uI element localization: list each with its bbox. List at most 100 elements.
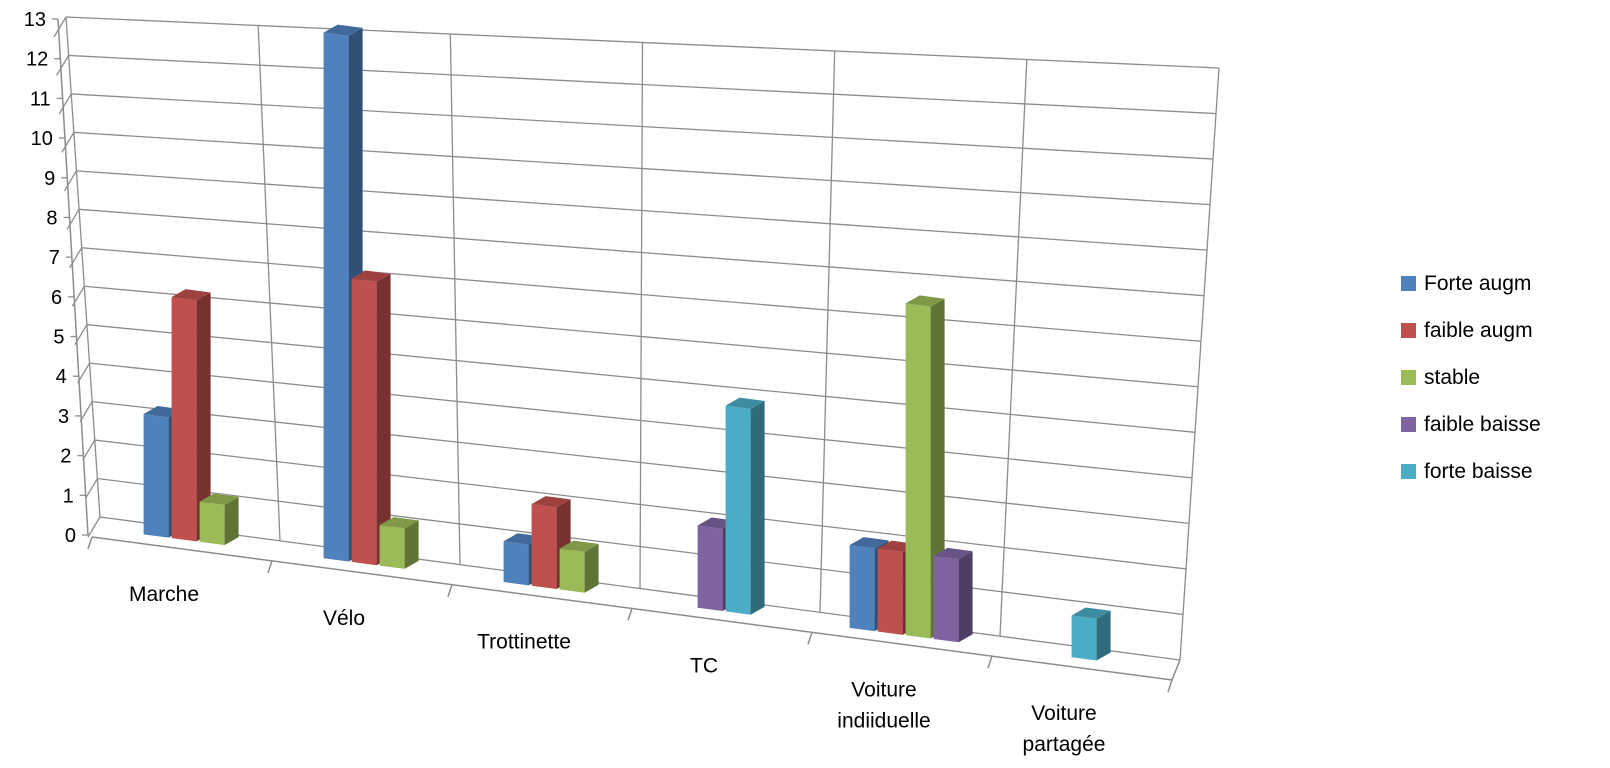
bar-front-face (351, 278, 377, 566)
bar (933, 547, 973, 643)
gridline-vertical (999, 59, 1028, 637)
chart-bars (143, 24, 1111, 661)
legend-item: stable (1401, 366, 1480, 389)
bar-side-face (376, 273, 391, 566)
y-tick-label: 3 (58, 406, 69, 428)
x-tick-mark (807, 632, 813, 645)
x-tick-label: Trottinette (477, 631, 571, 654)
y-tick-label: 11 (30, 88, 51, 110)
bar (1071, 607, 1111, 661)
bar-top-face (725, 397, 765, 409)
gridline-vertical (819, 50, 836, 613)
gridline-vertical (639, 42, 644, 589)
x-tick-label: Voiture indiiduelle (837, 678, 930, 732)
gridline-depth (84, 478, 98, 499)
legend-item: forte baisse (1401, 460, 1533, 483)
bar-front-face (877, 548, 903, 635)
gridline-depth (56, 55, 70, 76)
legend-swatch (1401, 464, 1416, 479)
bar-front-face (199, 501, 225, 546)
gridline-vertical (449, 33, 461, 565)
legend-swatch (1401, 417, 1416, 432)
y-axis-line (57, 18, 89, 536)
bar-front-face (531, 504, 557, 590)
legend-item: Forte augm (1401, 272, 1531, 295)
bar-top-face (199, 493, 239, 505)
x-tick-mark (447, 584, 453, 597)
y-tick-label: 13 (24, 9, 46, 31)
bar-front-face (503, 541, 529, 586)
y-tick-label: 9 (44, 168, 55, 190)
gridline-depth (53, 16, 67, 38)
bar-front-face (323, 32, 349, 562)
bar-top-face (323, 24, 363, 36)
y-tick-label: 0 (65, 525, 76, 547)
legend-label: Forte augm (1424, 272, 1531, 295)
gridline-vertical (1179, 67, 1220, 661)
gridline-vertical (65, 16, 101, 518)
bar-top-face (559, 540, 599, 552)
legend-swatch (1401, 370, 1416, 385)
bar-front-face (171, 297, 197, 542)
bar-front-face (379, 525, 405, 569)
y-tick-label: 1 (63, 485, 74, 507)
bar-front-face (143, 414, 169, 538)
bar-front-face (1071, 615, 1097, 661)
bar-top-face (351, 270, 391, 282)
chart-grid (53, 16, 1220, 661)
bar-top-face (531, 496, 571, 508)
bar (725, 397, 765, 615)
bar-top-face (933, 547, 973, 560)
y-tick-label: 10 (31, 128, 53, 150)
gridline-depth (61, 132, 75, 153)
bar-side-face (404, 520, 419, 569)
bar-front-face (933, 555, 959, 643)
legend-item: faible baisse (1401, 413, 1541, 436)
y-tick-label: 12 (26, 49, 48, 71)
legend-item: faible augm (1401, 319, 1533, 342)
bar (171, 289, 211, 542)
y-tick-label: 6 (51, 287, 62, 309)
bar-top-face (849, 537, 889, 549)
y-tick-label: 2 (60, 446, 71, 468)
bar-front-face (725, 405, 751, 615)
x-tick-mark (267, 560, 273, 574)
bar (559, 540, 599, 593)
chart-axes (57, 18, 1181, 693)
bar-front-face (559, 548, 585, 593)
x-tick-label: TC (690, 654, 718, 677)
gridline-depth (66, 208, 80, 230)
bar-side-face (1096, 610, 1111, 661)
y-tick-label: 5 (53, 327, 64, 349)
x-tick-label: Vélo (323, 607, 365, 630)
bar (379, 517, 419, 569)
x-axis-labels: Marche Vélo Trottinette TC Voiture indiiduell… (129, 583, 1105, 756)
bar-top-face (905, 295, 945, 307)
bar-side-face (196, 292, 211, 542)
bar-top-face (171, 289, 211, 301)
gridline-depth (87, 516, 101, 538)
legend: Forte augm faible augm stable faible baisse… (1401, 272, 1541, 483)
bar (199, 493, 239, 546)
bar-side-face (958, 551, 973, 643)
gridline-depth (82, 439, 96, 461)
bar-front-face (697, 525, 723, 612)
bar-front-face (905, 303, 931, 639)
x-tick-mark (87, 536, 93, 550)
x-tick-label: Voiture partagée (1023, 702, 1106, 756)
legend-label: faible augm (1424, 319, 1533, 342)
legend-label: stable (1424, 366, 1480, 389)
x-tick-mark (1167, 679, 1173, 693)
x-tick-mark (987, 655, 993, 669)
gridline-depth (58, 93, 72, 115)
legend-label: forte baisse (1424, 460, 1533, 483)
legend-swatch (1401, 323, 1416, 338)
gridline-vertical (257, 25, 281, 541)
bar-side-face (750, 400, 765, 615)
bar-side-face (224, 496, 239, 546)
bar-top-face (379, 517, 419, 529)
x-tick-mark (627, 608, 633, 621)
y-tick-label: 4 (56, 366, 67, 388)
bar-side-face (584, 543, 599, 593)
bar-front-face (849, 545, 875, 632)
